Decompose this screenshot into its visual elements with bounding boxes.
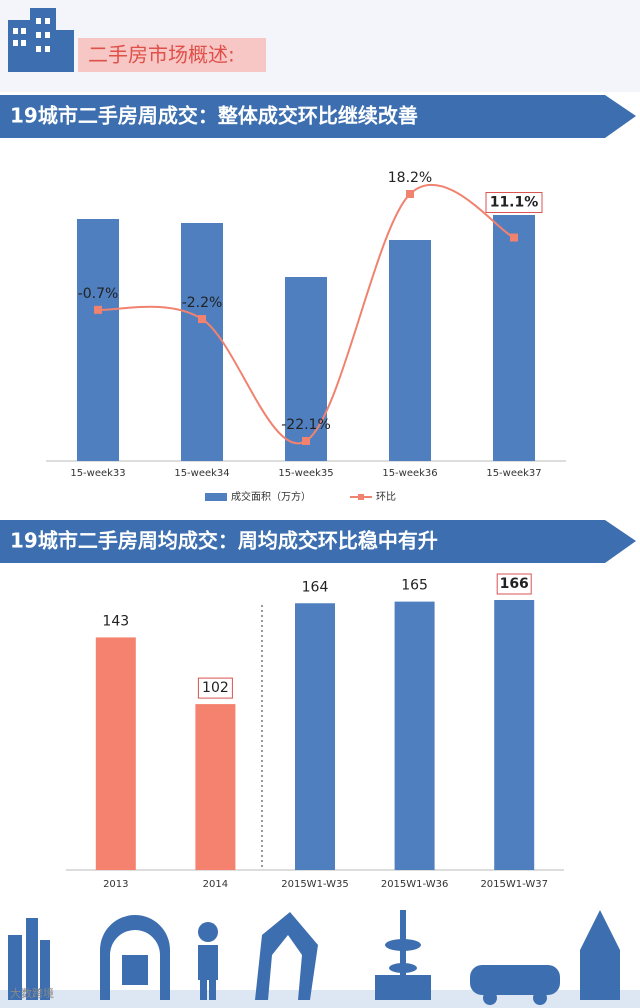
- x-tick-label: 15-week35: [278, 468, 333, 479]
- x-tick-label: 2015W1-W37: [480, 879, 548, 890]
- line: [97, 184, 515, 445]
- marker: [510, 233, 518, 242]
- bar: [181, 223, 223, 461]
- skyline: [0, 910, 640, 1008]
- bar: [494, 600, 535, 870]
- legend-label: 环比: [376, 491, 396, 503]
- bar: [195, 704, 236, 870]
- data-label: 164: [302, 579, 329, 595]
- data-label: 102: [202, 680, 229, 696]
- data-label: 165: [401, 578, 428, 594]
- bar: [493, 215, 535, 461]
- legend-swatch: [358, 494, 364, 500]
- marker: [198, 315, 206, 324]
- bar: [95, 637, 136, 870]
- x-tick-label: 2013: [103, 879, 128, 890]
- marker: [406, 190, 414, 198]
- legend-label: 成交面积（万方）: [231, 490, 311, 503]
- legend-swatch: [205, 493, 227, 501]
- data-label: 11.1%: [490, 195, 539, 211]
- marker: [94, 305, 102, 314]
- bar: [77, 219, 119, 461]
- x-tick-label: 15-week33: [70, 468, 125, 479]
- header-banner: [78, 38, 266, 72]
- label-box: [485, 192, 543, 214]
- data-label: 143: [102, 613, 129, 629]
- watermark: 大数跨境: [10, 986, 54, 1000]
- chart-title: 19城市二手房周均成交：周均成交环比稳中有升: [10, 529, 438, 553]
- section-bar: [0, 520, 636, 563]
- data-label: -2.2%: [182, 295, 223, 311]
- x-tick-label: 15-week36: [382, 468, 437, 479]
- header-icon: [8, 8, 74, 72]
- bar: [394, 601, 435, 870]
- bar: [285, 277, 327, 461]
- x-tick-label: 2015W1-W36: [381, 879, 449, 890]
- x-tick-label: 15-week37: [486, 468, 541, 479]
- data-label: -22.1%: [281, 417, 331, 433]
- section-bar: [0, 95, 636, 138]
- data-label: -0.7%: [78, 286, 119, 302]
- data-label: 166: [500, 576, 529, 592]
- header-title: 二手房市场概述:: [88, 43, 235, 67]
- x-tick-label: 15-week34: [174, 468, 229, 479]
- label-box: [197, 677, 233, 699]
- x-tick-label: 2015W1-W35: [281, 879, 349, 890]
- x-tick-label: 2014: [203, 879, 228, 890]
- marker: [302, 437, 310, 445]
- bar: [295, 603, 335, 870]
- chart-title: 19城市二手房周成交：整体成交环比继续改善: [10, 104, 418, 128]
- bar: [389, 240, 431, 461]
- data-label: 18.2%: [388, 170, 432, 186]
- label-box: [496, 573, 532, 595]
